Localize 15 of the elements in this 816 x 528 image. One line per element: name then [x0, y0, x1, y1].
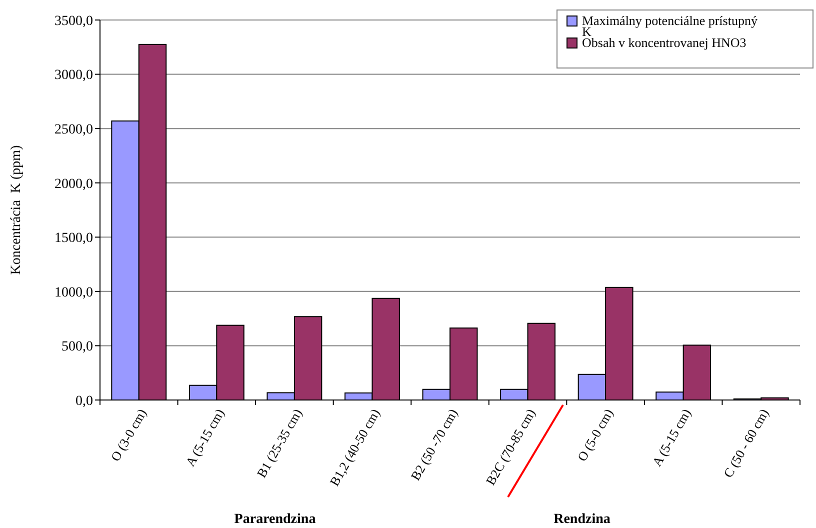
x-tick-label: O (3-0 cm): [108, 406, 150, 464]
y-tick-label: 2000,0: [54, 176, 93, 192]
text: Rendzina: [554, 512, 610, 527]
y-tick-label: 3500,0: [54, 14, 93, 29]
x-tick-label: C (50 - 60 cm): [720, 406, 772, 480]
x-tick-label: B2 (50 -70 cm): [408, 406, 461, 483]
y-axis-title: Koncentrácia K (ppm): [9, 144, 24, 275]
y-tick-label: 500,0: [62, 340, 93, 355]
y-tick-label: 0,0: [76, 394, 93, 409]
y-tick-label: 3000,0: [54, 68, 93, 84]
y-tick-label: 2500,0: [54, 122, 93, 138]
text: Pararendzina: [234, 512, 316, 527]
x-tick-label: O (5-0 cm): [574, 406, 616, 464]
y-tick-label: 1500,0: [54, 231, 93, 246]
y-tick-label: 1000,0: [54, 285, 93, 300]
